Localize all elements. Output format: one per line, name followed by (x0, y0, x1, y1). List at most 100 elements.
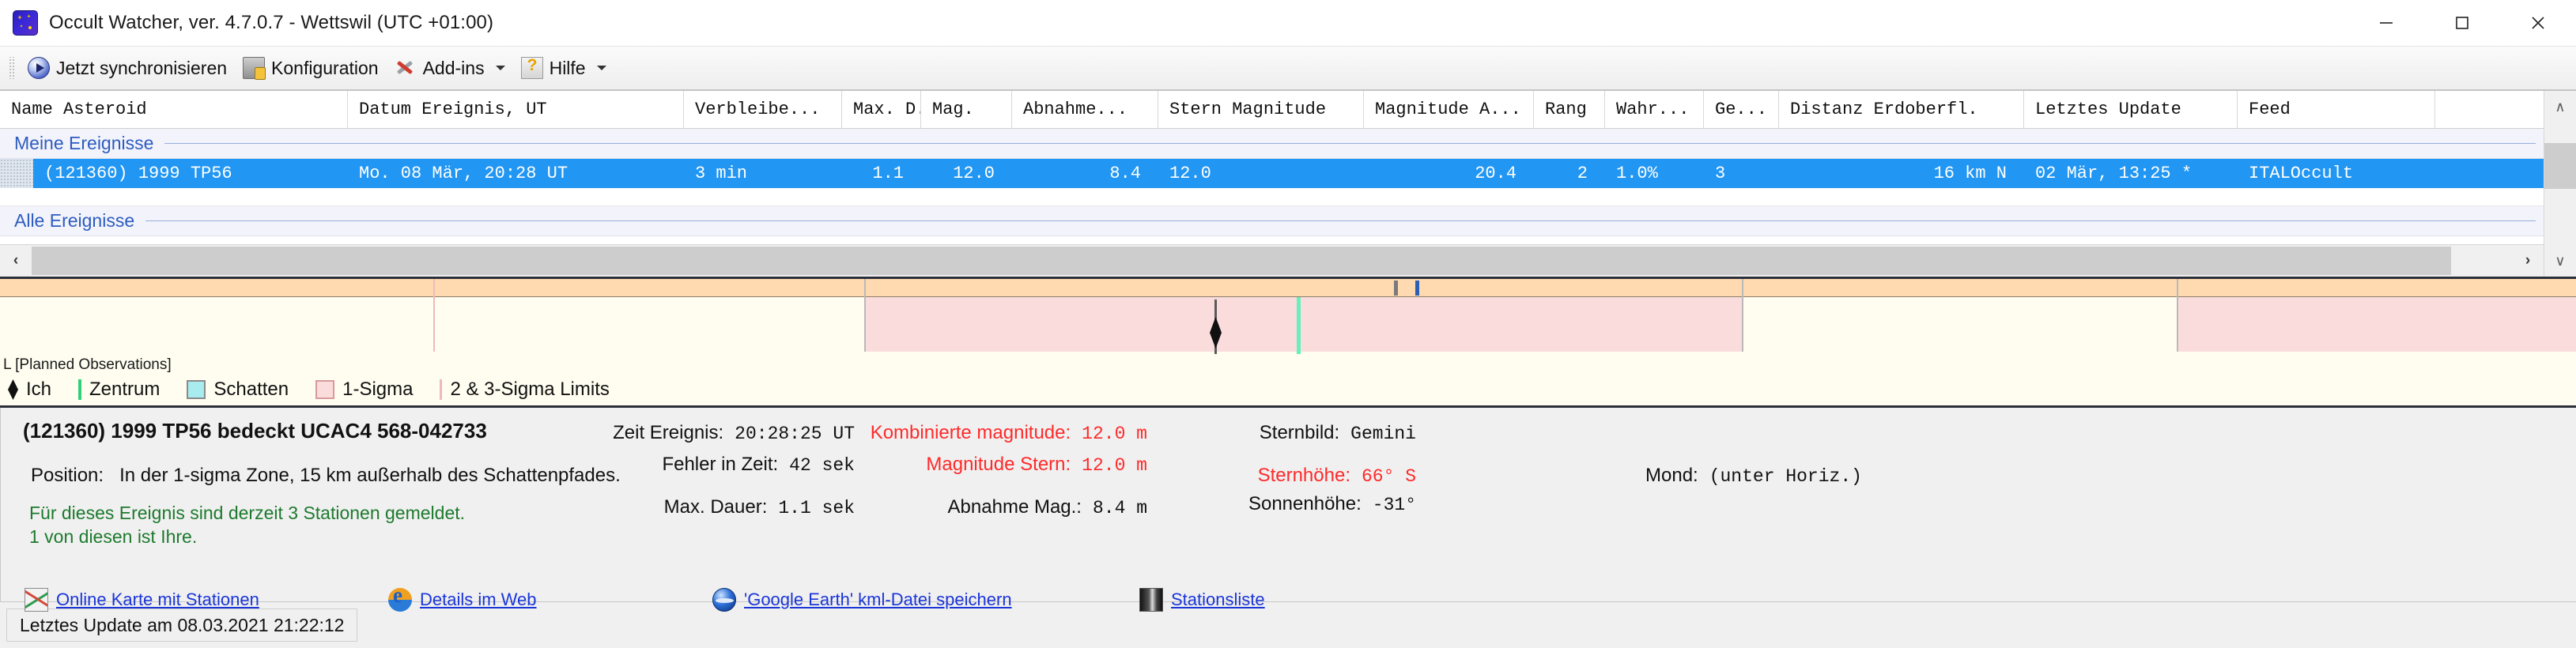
stations-list-icon (1139, 588, 1163, 612)
column-header-name-asteroid[interactable]: Name Asteroid (0, 91, 348, 128)
link-label: Online Karte mit Stationen (56, 590, 259, 609)
column-header-rang[interactable]: Rang (1534, 91, 1605, 128)
link-google-earth-kml[interactable]: 'Google Earth' kml-Datei speichern (712, 588, 1012, 612)
column-header-letztes-update[interactable]: Letztes Update (2024, 91, 2238, 128)
field-label: Abnahme Mag.: (947, 496, 1082, 518)
shadow-path-timeline[interactable] (0, 277, 2576, 354)
table-header-row: Name Asteroid Datum Ereignis, UT Verblei… (0, 91, 2544, 129)
column-header-max-dauer[interactable]: Max. D... (842, 91, 921, 128)
legend-item-1-sigma: 1-Sigma (315, 379, 413, 401)
legend-items: Ich Zentrum Schatten 1-Sigma 2 & 3-Sigma… (0, 374, 2576, 405)
vertical-scroll-thumb[interactable] (2544, 143, 2576, 189)
horizontal-scrollbar[interactable]: ‹ › (0, 243, 2544, 277)
field-value: 66° S (1361, 466, 1416, 487)
table-row-spacer (0, 187, 2544, 207)
link-details-im-web[interactable]: Details im Web (388, 583, 537, 612)
vertical-scroll-track[interactable] (2544, 122, 2576, 245)
event-details-panel: (121360) 1999 TP56 bedeckt UCAC4 568-042… (0, 408, 2576, 612)
group-divider (164, 142, 2536, 144)
window-title: Occult Watcher, ver. 4.7.0.7 - Wettswil … (49, 12, 494, 33)
events-table: Name Asteroid Datum Ereignis, UT Verblei… (0, 90, 2576, 277)
group-header-alle-ereignisse[interactable]: Alle Ereignisse (0, 206, 2544, 237)
cell-ge: 3 (1715, 163, 1726, 183)
link-label: 'Google Earth' kml-Datei speichern (744, 590, 1012, 609)
my-station-marker (1210, 300, 1225, 354)
column-header-stern-magnitude[interactable]: Stern Magnitude (1158, 91, 1364, 128)
horizontal-scroll-track[interactable] (32, 244, 2512, 277)
horizontal-scroll-thumb[interactable] (32, 246, 2451, 275)
legend-item-2-3-sigma: 2 & 3-Sigma Limits (440, 379, 610, 401)
toolbar-sync-now-button[interactable]: Jetzt synchronisieren (20, 52, 235, 84)
field-label: Max. Dauer: (663, 496, 768, 518)
scroll-right-icon[interactable]: › (2525, 251, 2531, 269)
help-icon (520, 56, 543, 79)
diamond-marker-icon (8, 379, 18, 400)
column-header-ge[interactable]: Ge... (1704, 91, 1779, 128)
column-header-feed[interactable]: Feed (2238, 91, 2435, 128)
table-row[interactable]: (121360) 1999 TP56 Mo. 08 Mär, 20:28 UT … (0, 158, 2544, 188)
column-header-distanz-erdoberfl[interactable]: Distanz Erdoberfl. (1779, 91, 2024, 128)
row-handle[interactable] (0, 158, 33, 188)
field-value: 12.0 m (1082, 424, 1147, 444)
stations-mine-line: 1 von diesen ist Ihre. (29, 526, 198, 547)
vertical-scrollbar[interactable]: ∧ ∨ (2544, 91, 2576, 277)
cell-max-dauer: 1.1 (872, 163, 904, 183)
timeline-legend: L [Planned Observations] Ich Zentrum Sch… (0, 354, 2576, 408)
cell-distanz-erdoberfl: 16 km N (1933, 163, 2007, 183)
field-value: (unter Horiz.) (1709, 466, 1862, 487)
field-value: 8.4 m (1092, 498, 1147, 518)
toolbar-addins-label: Add-ins (422, 57, 485, 78)
minimize-button[interactable] (2348, 0, 2424, 46)
legend-item-ich: Ich (8, 379, 51, 401)
field-mond: Mond: (unter Horiz.) (1645, 465, 1862, 487)
field-value: 42 sek (789, 455, 855, 476)
scroll-left-icon[interactable]: ‹ (13, 251, 19, 269)
column-header-abnahme[interactable]: Abnahme... (1012, 91, 1158, 128)
scroll-up-icon[interactable]: ∧ (2544, 91, 2576, 122)
column-header-wahrscheinlichkeit[interactable]: Wahr... (1605, 91, 1704, 128)
map-icon (25, 588, 48, 612)
scroll-down-icon[interactable]: ∨ (2544, 245, 2576, 277)
toolbar-help-menu[interactable]: Hilfe (513, 52, 614, 84)
maximize-button[interactable] (2424, 0, 2500, 46)
events-table-body: Name Asteroid Datum Ereignis, UT Verblei… (0, 91, 2544, 277)
group-divider (145, 220, 2536, 222)
field-value: 12.0 m (1082, 455, 1147, 476)
cell-stern-magnitude: 12.0 (1169, 163, 1211, 183)
cell-letztes-update: 02 Mär, 13:25 * (2035, 163, 2193, 183)
column-header-magnitude-a[interactable]: Magnitude A... (1364, 91, 1534, 128)
field-label: Magnitude Stern: (926, 454, 1071, 475)
close-button[interactable] (2500, 0, 2576, 46)
cell-datum-ereignis: Mo. 08 Mär, 20:28 UT (359, 163, 568, 183)
field-sternhoehe: Sternhöhe: 66° S (1187, 465, 1416, 487)
toolbar-help-label: Hilfe (549, 57, 586, 78)
group-header-meine-ereignisse[interactable]: Meine Ereignisse (0, 128, 2544, 159)
title-bar: Occult Watcher, ver. 4.7.0.7 - Wettswil … (0, 0, 2576, 46)
status-last-update: Letztes Update am 08.03.2021 21:22:12 (6, 608, 358, 642)
configuration-icon (243, 57, 266, 80)
field-fehler-in-zeit: Fehler in Zeit: 42 sek (610, 454, 855, 476)
toolbar-configuration-label: Konfiguration (271, 57, 379, 78)
toolbar-configuration-button[interactable]: Konfiguration (235, 52, 387, 84)
cell-rang: 2 (1577, 163, 1588, 183)
toolbar-grip[interactable] (8, 57, 15, 79)
link-online-karte-mit-stationen[interactable]: Online Karte mit Stationen (25, 588, 259, 612)
one-sigma-box-icon (315, 380, 335, 399)
sigma-limit-line (2177, 279, 2178, 352)
field-label: Sternhöhe: (1257, 465, 1350, 486)
column-header-mag[interactable]: Mag. (921, 91, 1012, 128)
link-stationsliste[interactable]: Stationsliste (1139, 588, 1265, 612)
sync-icon (28, 57, 50, 79)
cell-abnahme: 8.4 (1109, 163, 1141, 183)
legend-label: Zentrum (89, 379, 161, 400)
toolbar-addins-menu[interactable]: Add-ins (387, 52, 513, 84)
center-line-icon (78, 379, 82, 400)
chevron-down-icon (596, 66, 606, 70)
column-header-verbleibend[interactable]: Verbleibe... (684, 91, 842, 128)
position-label: Position: (31, 465, 104, 486)
one-sigma-band-right (2178, 297, 2576, 352)
column-header-datum-ereignis[interactable]: Datum Ereignis, UT (348, 91, 684, 128)
cell-mag: 12.0 (953, 163, 995, 183)
cell-verbleibend: 3 min (695, 163, 748, 183)
